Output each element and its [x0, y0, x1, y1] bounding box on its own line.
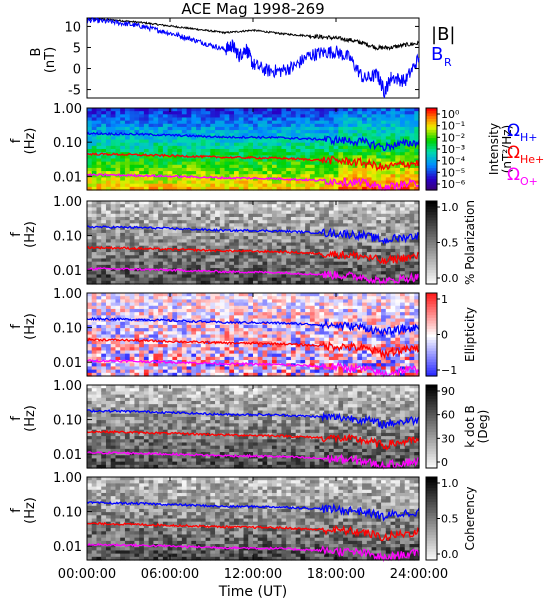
- y-tick-label: 1.00: [53, 195, 82, 210]
- legend-br-subscript: R: [444, 56, 452, 69]
- y-axis-label: B: [29, 48, 44, 57]
- y-axis-label: f: [9, 232, 24, 237]
- heatmap-cells: [87, 293, 420, 377]
- legend-br: B: [431, 44, 443, 65]
- y-tick-label: -5: [68, 84, 81, 99]
- y-tick-label: 0.01: [53, 170, 82, 185]
- chart-title: ACE Mag 1998-269: [181, 0, 324, 18]
- y-axis-unit: (Hz): [23, 221, 38, 248]
- colorbar-tick-label: 1.0: [441, 201, 459, 214]
- colorbar-tick-label: 0.5: [441, 237, 459, 250]
- y-axis-label: f: [9, 138, 24, 143]
- colorbar-tick-label: 0.0: [441, 272, 459, 285]
- y-axis-unit: (Hz): [23, 128, 38, 155]
- y-tick-label: 0.01: [53, 264, 82, 279]
- colorbar-tick-label: 10⁻⁶: [441, 178, 466, 191]
- y-tick-label: 0: [73, 63, 81, 78]
- colorbar-label: % Polarization: [463, 200, 477, 285]
- y-axis-unit: (nT): [43, 47, 58, 73]
- y-tick-label: 10: [64, 20, 81, 35]
- x-axis-label: Time (UT): [218, 584, 287, 600]
- colorbar: [426, 201, 437, 285]
- y-tick-label: 0.10: [53, 230, 82, 245]
- colorbar: [426, 108, 437, 191]
- colorbar-label: Intensity: [487, 123, 501, 175]
- y-tick-label: 1.00: [53, 102, 82, 117]
- y-tick-label: 5: [73, 41, 81, 56]
- legend-bmag: |B|: [431, 24, 455, 45]
- y-tick-label: 0.10: [53, 136, 82, 151]
